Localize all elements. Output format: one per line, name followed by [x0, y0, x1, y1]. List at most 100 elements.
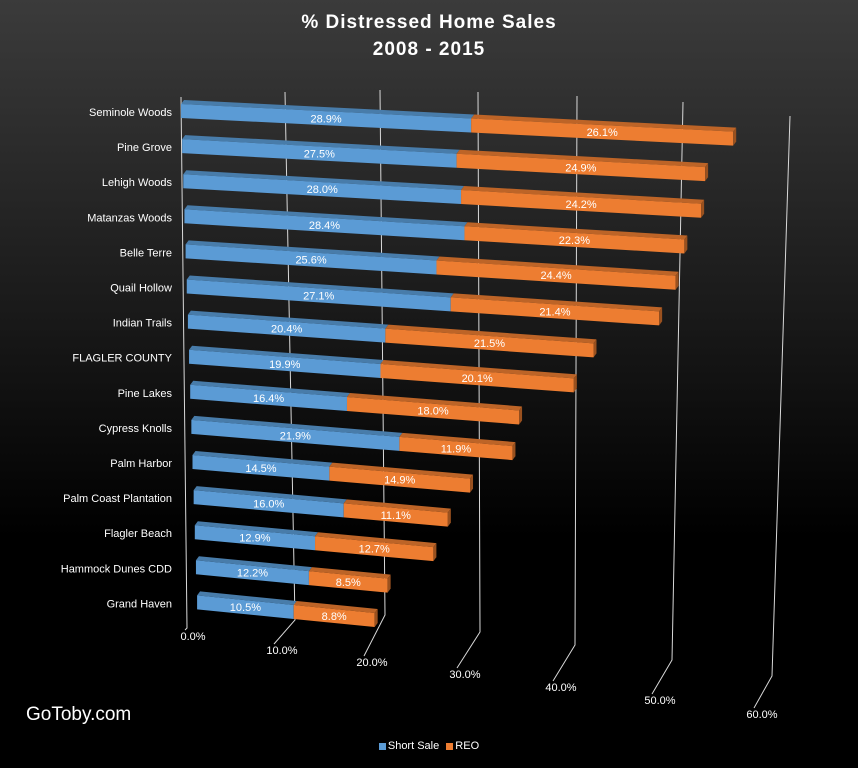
data-label: 28.9%	[310, 113, 341, 125]
bar-segment-reo	[346, 397, 520, 425]
gridline	[180, 96, 188, 631]
data-label: 21.9%	[280, 430, 311, 442]
category-label: Pine Grove	[117, 142, 172, 154]
bar-top-face	[385, 324, 597, 344]
data-label: 14.9%	[384, 475, 415, 487]
bar-segment-short-sale	[187, 314, 386, 343]
data-label: 26.1%	[587, 127, 618, 139]
bar-top-face	[193, 486, 347, 504]
bar-top-face	[471, 114, 737, 132]
x-tick-label: 20.0%	[356, 657, 387, 669]
bar-end-cap	[433, 543, 437, 562]
bar-segment-short-sale	[194, 525, 316, 551]
bar-segment-reo	[385, 328, 594, 358]
category-label: Matanzas Woods	[87, 212, 172, 224]
data-label: 28.0%	[307, 184, 338, 196]
bar-segment-short-sale	[190, 384, 347, 412]
category-label: Seminole Woods	[89, 107, 172, 119]
category-label: Pine Lakes	[118, 388, 173, 400]
bar-top-face	[195, 556, 312, 572]
bar-segment-short-sale	[195, 560, 309, 586]
bar-segment-reo	[471, 118, 734, 146]
bar-top-face	[399, 432, 516, 447]
bar-segment-reo	[456, 153, 706, 182]
bar-top-face	[315, 532, 437, 548]
category-label: Quail Hollow	[110, 283, 172, 295]
chart-subtitle: 2008 - 2015	[372, 39, 486, 60]
bar-end-cap	[593, 339, 597, 358]
bar-segment-short-sale	[184, 209, 465, 241]
bar-top-face	[464, 222, 688, 240]
category-label: Grand Haven	[107, 598, 172, 610]
bar-segment-reo	[461, 190, 702, 218]
bar-end-cap	[447, 508, 451, 527]
bar-end-cap	[733, 127, 737, 146]
bar-top-face	[187, 310, 389, 329]
bar-segment-short-sale	[193, 490, 344, 518]
bar-end-cap	[519, 406, 523, 425]
legend-label: REO	[455, 740, 480, 752]
data-label: 24.9%	[565, 162, 596, 174]
data-label: 14.5%	[245, 463, 276, 475]
x-tick-label: 60.0%	[746, 709, 777, 721]
bar-segment-short-sale	[185, 244, 437, 275]
legend-item-reo: REO	[446, 740, 479, 752]
bar-segment-reo	[450, 297, 660, 326]
bar-end-cap	[374, 608, 378, 627]
x-tick-label: 10.0%	[266, 645, 297, 657]
data-label: 27.1%	[303, 290, 334, 302]
bar-top-face	[192, 451, 333, 467]
gridline	[753, 115, 791, 709]
data-label: 19.9%	[269, 359, 300, 371]
bar-segment-reo	[329, 466, 471, 493]
category-label: Flagler Beach	[104, 528, 172, 540]
bar-top-face	[182, 135, 460, 154]
data-label: 18.0%	[417, 406, 448, 418]
bar-top-face	[436, 256, 679, 276]
chart-title: % Distressed Home Sales	[301, 12, 557, 33]
bar-segment-short-sale	[197, 595, 294, 619]
data-label: 16.4%	[253, 393, 284, 405]
data-label: 21.5%	[474, 338, 505, 350]
bar-top-face	[380, 359, 577, 379]
bar-end-cap	[512, 442, 516, 461]
bar-top-face	[181, 100, 475, 119]
legend-item-short-sale: Short Sale	[378, 740, 439, 752]
category-label: Palm Harbor	[110, 458, 172, 470]
x-tick-label: 50.0%	[644, 695, 675, 707]
bar-end-cap	[705, 163, 709, 182]
data-label: 10.5%	[230, 602, 261, 614]
bar-segment-short-sale	[192, 455, 330, 481]
bar-top-face	[293, 600, 378, 613]
x-tick-label: 40.0%	[545, 682, 576, 694]
data-label: 11.9%	[441, 443, 472, 455]
bar-segment-short-sale	[191, 419, 400, 451]
bar-top-face	[190, 380, 350, 398]
gridline	[273, 91, 296, 645]
bar-segment-reo	[343, 503, 448, 527]
bar-segment-reo	[308, 571, 388, 593]
category-label: Lehigh Woods	[102, 177, 173, 189]
data-label: 12.2%	[237, 568, 268, 580]
bar-top-face	[186, 275, 454, 298]
bar-segment-reo	[464, 226, 685, 254]
category-label: FLAGLER COUNTY	[72, 353, 172, 365]
x-tick-label: 0.0%	[180, 631, 205, 643]
bar-segment-short-sale	[186, 279, 451, 312]
bar-top-face	[461, 186, 705, 204]
data-label: 28.4%	[309, 220, 340, 232]
bar-segment-reo	[399, 436, 513, 461]
data-label: 24.4%	[540, 270, 571, 282]
bar-top-face	[343, 499, 451, 513]
data-label: 16.0%	[253, 499, 284, 511]
bar-segment-short-sale	[183, 174, 462, 205]
bar-end-cap	[684, 235, 688, 254]
data-label: 20.4%	[271, 324, 302, 336]
bar-end-cap	[573, 374, 577, 393]
bar-top-face	[329, 462, 474, 479]
bar-segment-reo	[436, 260, 676, 290]
bar-segment-short-sale	[189, 349, 381, 378]
legend-swatch	[446, 742, 454, 750]
data-label: 12.7%	[359, 544, 390, 556]
bar-top-face	[185, 240, 440, 261]
